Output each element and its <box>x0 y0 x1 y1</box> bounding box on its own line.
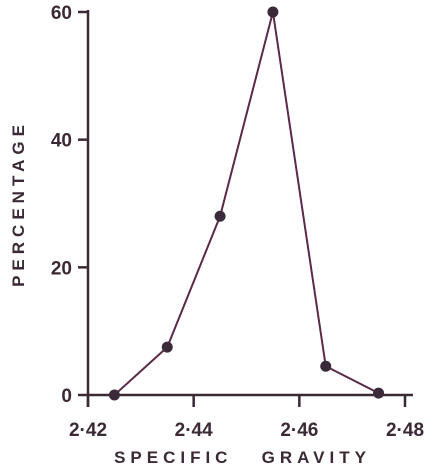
x-tick-label: 2·46 <box>280 420 318 441</box>
data-point <box>161 341 173 353</box>
y-ticks: 0 20 40 60 <box>51 3 88 407</box>
x-tick-label: 2·48 <box>386 420 424 441</box>
series-group <box>108 6 385 401</box>
series-line <box>113 11 380 396</box>
data-point <box>108 389 120 401</box>
x-axis-label: SPECIFIC GRAVITY <box>114 448 371 467</box>
x-tick-label: 2·44 <box>175 420 213 441</box>
data-point <box>267 6 279 18</box>
y-tick-label: 20 <box>51 258 72 279</box>
y-tick-label: 40 <box>51 131 72 152</box>
axes <box>86 10 413 407</box>
data-point <box>373 387 385 399</box>
y-tick-label: 60 <box>51 3 72 24</box>
data-point <box>320 360 332 372</box>
x-tick-label: 2·42 <box>69 420 107 441</box>
x-ticks: 2·42 2·44 2·46 2·48 <box>69 395 424 441</box>
data-point <box>214 210 226 222</box>
y-axis-label: PERCENTAGE <box>9 120 28 287</box>
y-tick-label: 0 <box>61 386 72 407</box>
